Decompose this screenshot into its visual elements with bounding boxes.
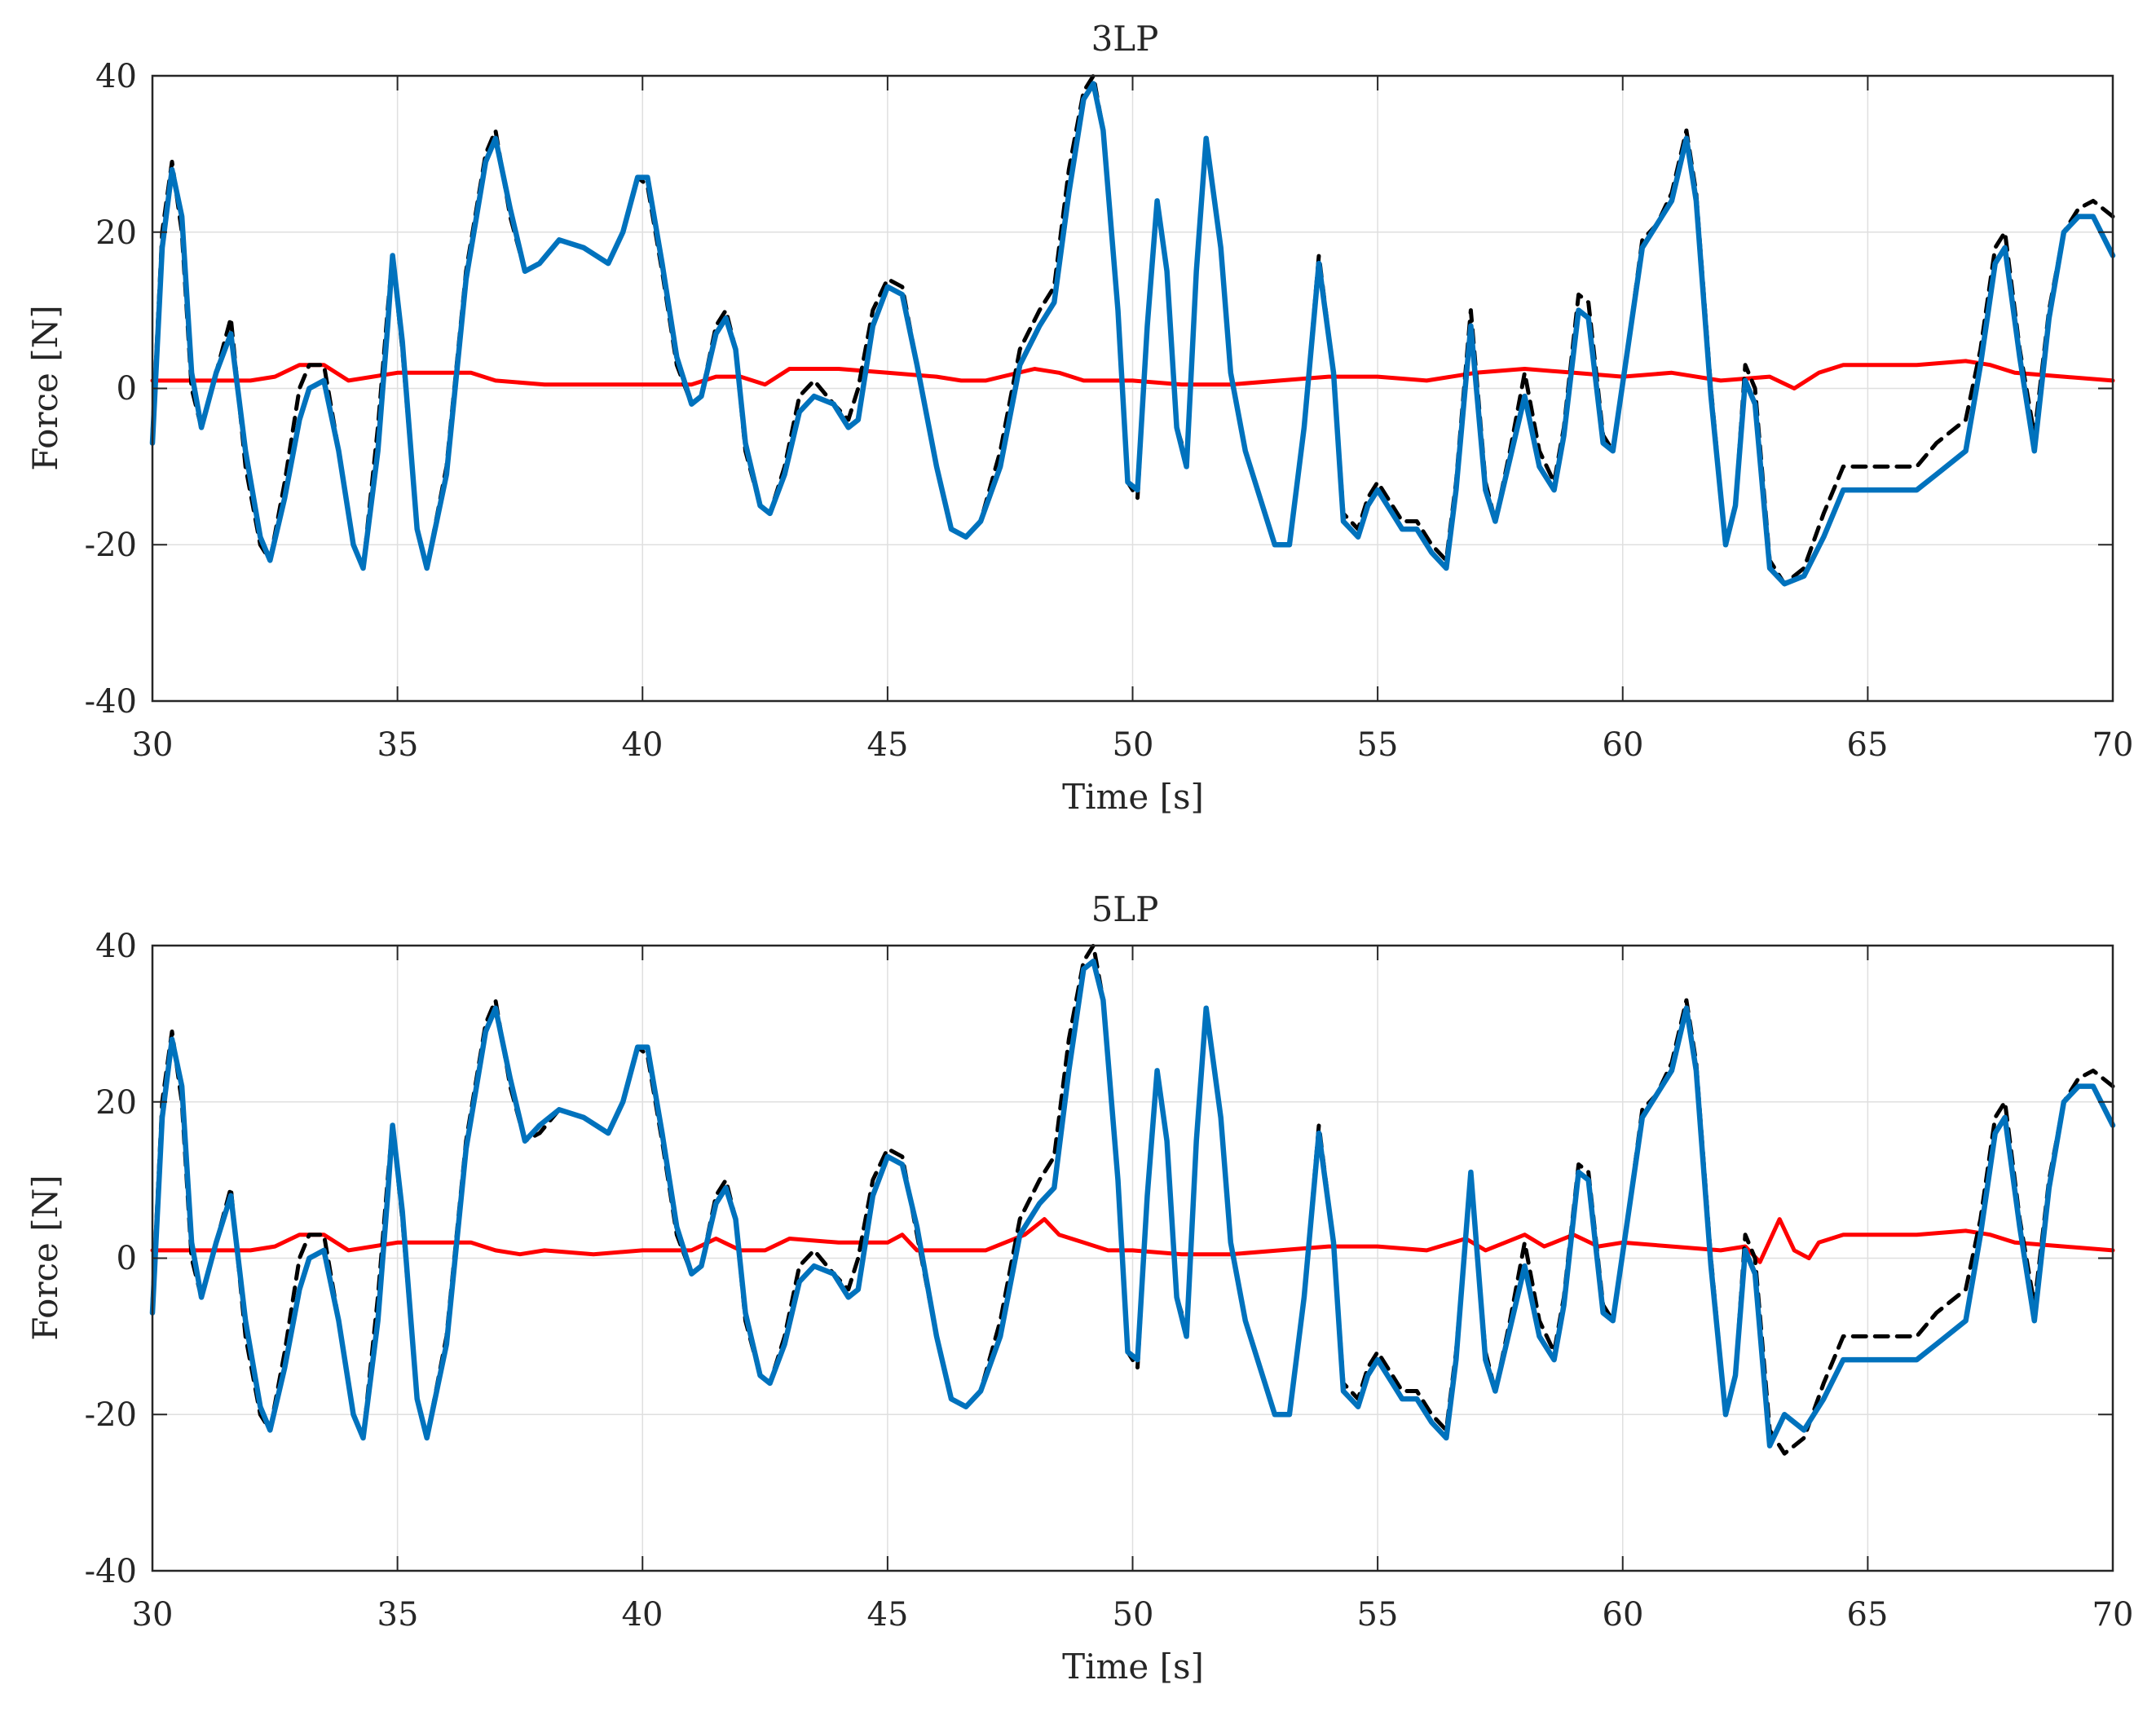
chart-title: 3LP bbox=[1091, 19, 1159, 59]
x-tick-label: 40 bbox=[622, 1596, 664, 1634]
x-tick-label: 30 bbox=[132, 726, 174, 764]
x-tick-label: 60 bbox=[1603, 726, 1644, 764]
x-tick-label: 50 bbox=[1113, 726, 1154, 764]
ticks bbox=[152, 75, 2114, 702]
chart-title: 5LP bbox=[1091, 889, 1159, 929]
series-estimate-line bbox=[149, 958, 2116, 1449]
x-tick-label: 70 bbox=[2092, 726, 2134, 764]
grid-lines bbox=[152, 75, 2114, 702]
x-tick-label: 50 bbox=[1113, 1596, 1154, 1634]
y-tick-label: -20 bbox=[85, 527, 137, 564]
y-tick-label: 0 bbox=[117, 370, 137, 408]
y-tick-label: -40 bbox=[85, 1553, 137, 1590]
y-tick-label: 20 bbox=[95, 214, 137, 252]
y-tick-label: -20 bbox=[85, 1396, 137, 1434]
series-layer bbox=[149, 73, 2116, 587]
subplot-5lp: 5LP 30 35 40 45 50 55 60 65 70 -40 -20 0… bbox=[25, 889, 2133, 1687]
x-tick-label: 55 bbox=[1357, 1596, 1399, 1634]
x-tick-label: 45 bbox=[867, 726, 909, 764]
x-tick-label: 70 bbox=[2092, 1596, 2134, 1634]
x-tick-label: 30 bbox=[132, 1596, 174, 1634]
x-tick-label: 40 bbox=[622, 726, 664, 764]
x-axis-title: Time [s] bbox=[1062, 777, 1204, 817]
x-tick-label: 60 bbox=[1603, 1596, 1644, 1634]
y-axis-title: Force [N] bbox=[25, 1175, 65, 1340]
x-tick-label: 35 bbox=[377, 726, 419, 764]
y-axis-title: Force [N] bbox=[25, 305, 65, 470]
y-tick-label: 40 bbox=[95, 928, 137, 965]
y-tick-label: 0 bbox=[117, 1240, 137, 1277]
x-tick-label: 35 bbox=[377, 1596, 419, 1634]
x-tick-label: 45 bbox=[867, 1596, 909, 1634]
y-tick-label: -40 bbox=[85, 683, 137, 721]
ticks bbox=[152, 945, 2114, 1572]
series-layer bbox=[149, 943, 2116, 1456]
x-tick-label: 55 bbox=[1357, 726, 1399, 764]
grid-lines bbox=[152, 945, 2114, 1572]
x-tick-label: 65 bbox=[1847, 726, 1889, 764]
x-axis-title: Time [s] bbox=[1062, 1647, 1204, 1687]
subplot-3lp: 3LP 30 35 40 45 50 55 60 65 70 -40 -20 0… bbox=[25, 19, 2133, 817]
series-estimate-line bbox=[149, 81, 2116, 587]
y-tick-label: 40 bbox=[95, 58, 137, 95]
x-tick-label: 65 bbox=[1847, 1596, 1889, 1634]
y-tick-label: 20 bbox=[95, 1084, 137, 1122]
